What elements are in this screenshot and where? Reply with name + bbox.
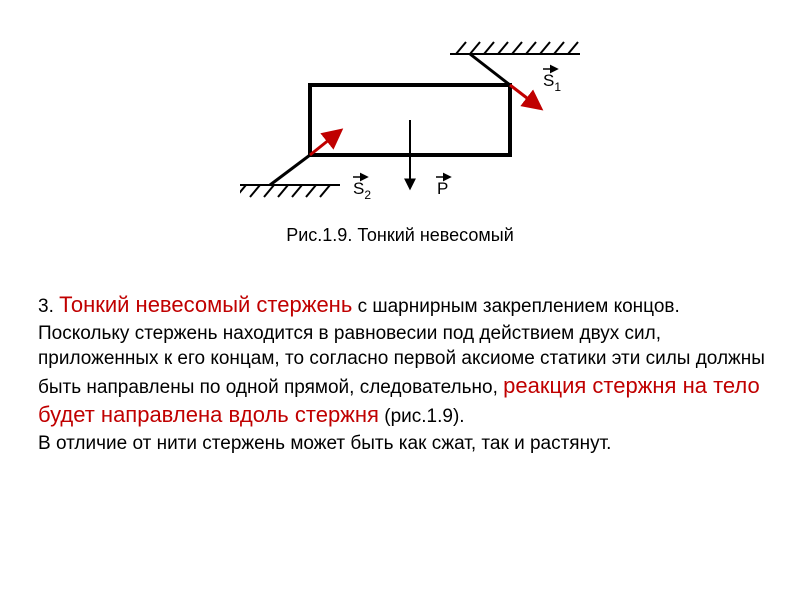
rod-top (470, 54, 510, 85)
diagram-svg: S1 S2 P (240, 30, 580, 220)
heading-rest: с шарнирным закреплением концов. (352, 296, 679, 317)
rod-bottom (270, 155, 310, 185)
item-number: 3. (38, 296, 59, 317)
mechanics-diagram: S1 S2 P (240, 30, 580, 220)
reaction-s2-arrow (310, 131, 340, 155)
note-para: В отличие от нити стержень может быть ка… (38, 431, 768, 456)
heading-highlight: Тонкий невесомый стержень (59, 292, 352, 317)
explanation-para: Поскольку стержень находится в равновеси… (38, 321, 768, 429)
label-s2: S2 (353, 179, 371, 202)
reaction-s1-arrow (510, 85, 540, 108)
label-s1: S1 (543, 71, 561, 94)
label-p: P (437, 179, 448, 198)
para-body-2: (рис.1.9). (379, 406, 465, 427)
figure-caption: Рис.1.9. Тонкий невесомый (0, 225, 800, 246)
body-text: 3. Тонкий невесомый стержень с шарнирным… (38, 290, 768, 458)
floor-hatch (240, 185, 340, 197)
heading-line: 3. Тонкий невесомый стержень с шарнирным… (38, 290, 768, 319)
ceiling-hatch (450, 42, 580, 54)
